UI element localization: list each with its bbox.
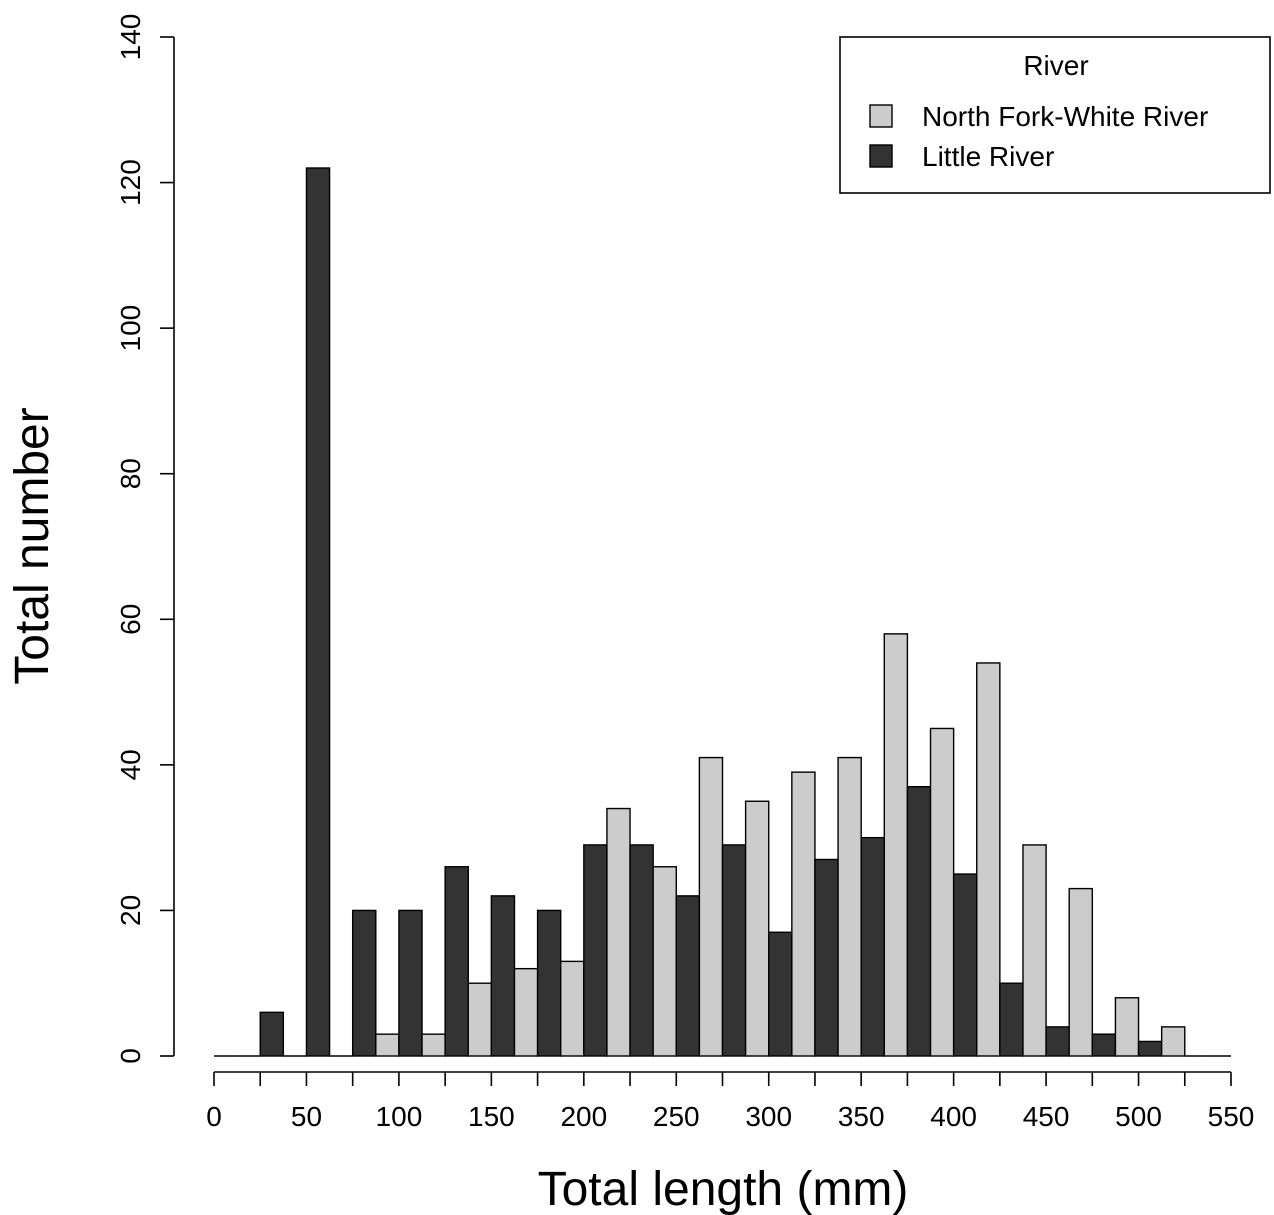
bar-little-river-75 bbox=[351, 909, 377, 1057]
x-tick-label-50: 50 bbox=[291, 1101, 322, 1132]
bar-north-fork-white-river-425 bbox=[1022, 844, 1047, 1057]
y-tick-label-120: 120 bbox=[115, 159, 146, 206]
x-tick-label-150: 150 bbox=[468, 1101, 515, 1132]
x-tick-label-300: 300 bbox=[745, 1101, 792, 1132]
bar-little-river-175 bbox=[536, 909, 562, 1057]
x-tick-label-250: 250 bbox=[653, 1101, 700, 1132]
bar-north-fork-white-river-250 bbox=[698, 756, 724, 1057]
bar-north-fork-white-river-300 bbox=[791, 771, 816, 1057]
legend-swatch-north-fork bbox=[869, 104, 893, 128]
y-tick-label-140: 140 bbox=[115, 14, 146, 61]
bar-little-river-475 bbox=[1091, 1033, 1117, 1057]
bar-little-river-150 bbox=[490, 895, 516, 1057]
legend-label-north-fork: North Fork-White River bbox=[922, 101, 1208, 132]
legend-swatch-little-river bbox=[869, 144, 893, 168]
bar-north-fork-white-river-200 bbox=[606, 807, 631, 1057]
bar-north-fork-white-river-325 bbox=[837, 756, 862, 1057]
bar-north-fork-white-river-100 bbox=[421, 1033, 446, 1057]
bar-little-river-125 bbox=[444, 866, 469, 1057]
x-tick-label-100: 100 bbox=[376, 1101, 423, 1132]
legend: River North Fork-White River Little Rive… bbox=[839, 36, 1271, 194]
y-tick-label-0: 0 bbox=[115, 1048, 146, 1064]
y-axis-title: Total number bbox=[6, 407, 59, 684]
legend-label-little-river: Little River bbox=[922, 141, 1054, 172]
bar-little-river-200 bbox=[583, 844, 608, 1057]
x-tick-label-500: 500 bbox=[1115, 1101, 1162, 1132]
x-tick-label-550: 550 bbox=[1208, 1101, 1255, 1132]
y-tick-label-40: 40 bbox=[115, 749, 146, 780]
bar-north-fork-white-river-375 bbox=[929, 727, 955, 1057]
bar-little-river-275 bbox=[721, 844, 747, 1057]
bars-group bbox=[214, 167, 1231, 1057]
y-axis: 0 20 40 60 80 100 120 140 bbox=[115, 14, 175, 1064]
x-tick-label-200: 200 bbox=[560, 1101, 607, 1132]
bar-north-fork-white-river-125 bbox=[467, 982, 493, 1057]
x-tick-label-400: 400 bbox=[930, 1101, 977, 1132]
bar-north-fork-white-river-500 bbox=[1160, 1026, 1186, 1057]
y-tick-label-60: 60 bbox=[115, 604, 146, 635]
bar-little-river-350 bbox=[860, 836, 885, 1057]
bar-north-fork-white-river-400 bbox=[976, 662, 1001, 1057]
legend-title: River bbox=[1023, 50, 1088, 81]
x-tick-label-0: 0 bbox=[206, 1101, 222, 1132]
bar-little-river-450 bbox=[1045, 1026, 1070, 1057]
bar-little-river-100 bbox=[398, 909, 423, 1057]
x-axis-title: Total length (mm) bbox=[538, 1163, 909, 1215]
bar-north-fork-white-river-350 bbox=[883, 633, 909, 1057]
bar-little-river-25 bbox=[259, 1011, 285, 1057]
bar-little-river-425 bbox=[999, 982, 1024, 1057]
bar-north-fork-white-river-275 bbox=[744, 800, 770, 1057]
bar-north-fork-white-river-475 bbox=[1114, 997, 1140, 1057]
y-tick-label-100: 100 bbox=[115, 305, 146, 352]
x-tick-label-450: 450 bbox=[1023, 1101, 1070, 1132]
bar-little-river-300 bbox=[768, 931, 793, 1057]
bar-little-river-225 bbox=[629, 844, 654, 1057]
bar-north-fork-white-river-450 bbox=[1068, 887, 1094, 1057]
bar-little-river-375 bbox=[906, 785, 932, 1057]
bar-little-river-325 bbox=[814, 858, 839, 1057]
bar-north-fork-white-river-150 bbox=[513, 967, 539, 1057]
legend-box bbox=[839, 36, 1271, 194]
y-tick-label-20: 20 bbox=[115, 895, 146, 926]
x-axis: 0 50 100 150 200 250 300 350 400 450 500 550 bbox=[206, 1071, 1255, 1132]
bar-north-fork-white-river-225 bbox=[652, 866, 677, 1057]
bar-little-river-500 bbox=[1137, 1040, 1163, 1057]
bar-north-fork-white-river-75 bbox=[375, 1033, 400, 1057]
x-tick-label-350: 350 bbox=[838, 1101, 885, 1132]
bar-little-river-250 bbox=[675, 895, 701, 1057]
bar-little-river-400 bbox=[952, 873, 978, 1057]
bar-little-river-50 bbox=[305, 167, 331, 1057]
y-tick-label-80: 80 bbox=[115, 458, 146, 489]
bar-north-fork-white-river-175 bbox=[560, 960, 585, 1057]
